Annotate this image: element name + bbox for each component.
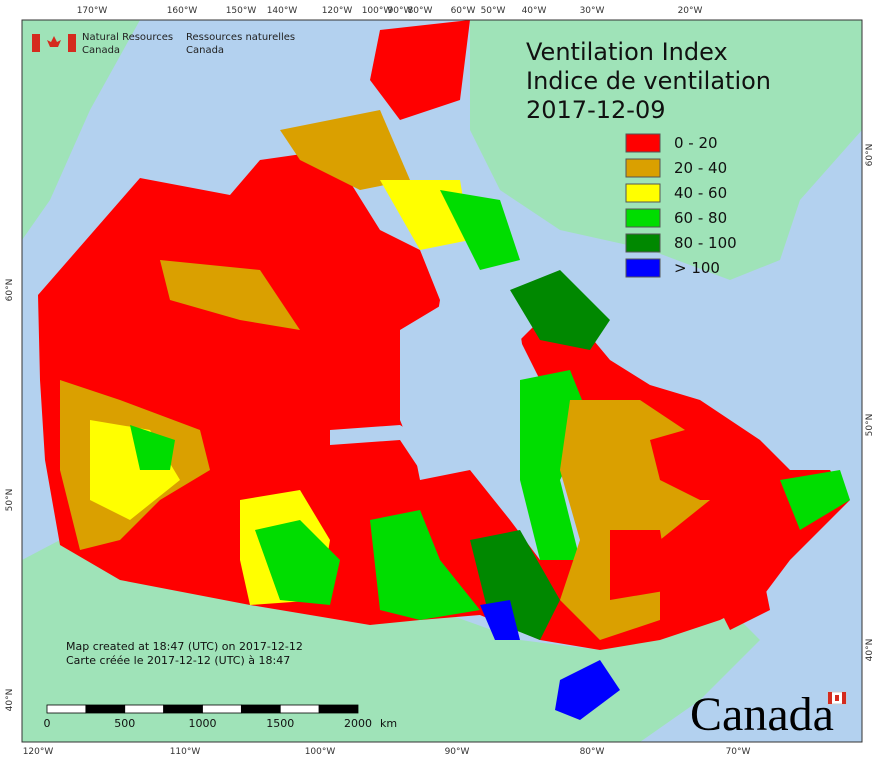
graticule-label: 110°W: [170, 747, 201, 757]
canada-index: [38, 20, 850, 720]
hudson-bay-main: [400, 300, 530, 470]
legend: 0 - 20 20 - 40 40 - 60 60 - 80 80 - 100 > 100: [625, 133, 737, 278]
legend-label: 40 - 60: [674, 184, 727, 202]
greenland: [470, 20, 862, 280]
arctic-orange: [280, 110, 410, 190]
scale-label: 1000: [189, 717, 217, 730]
note: Map created at 18:47 (UTC) on 2017-12-12: [66, 640, 303, 653]
scale-segment: [163, 704, 203, 714]
graticule-label: 120°W: [322, 6, 353, 16]
graticule-label: 60°N: [5, 279, 15, 302]
graticule-label: 90°W: [388, 6, 413, 16]
graticule-label: 60°W: [451, 6, 476, 16]
graticule-label: 50°N: [5, 489, 15, 512]
flag-band: [32, 34, 40, 52]
flag-band: [842, 692, 846, 704]
baffin-dkgreen: [510, 270, 610, 350]
scale-segment: [85, 704, 126, 714]
bc-green: [130, 425, 175, 470]
graticule-label: 40°N: [5, 689, 15, 712]
scale-segment: [318, 704, 359, 714]
maple-leaf: [47, 36, 61, 47]
graticule-label: 20°W: [678, 6, 703, 16]
legend-swatch: [625, 183, 661, 203]
scale-segment: [202, 704, 242, 714]
logo-text: Canada: [82, 45, 120, 56]
scale-label: 500: [114, 717, 135, 730]
scale-segment: [279, 704, 320, 714]
superior-blue: [480, 600, 520, 640]
graticule-label: 70°W: [726, 747, 751, 757]
maritimes-red: [700, 560, 770, 630]
graticule-label: 100°W: [362, 6, 393, 16]
graticule-label: 150°W: [226, 6, 257, 16]
scale-bar: 0 500 1000 1500 2000 km: [44, 704, 397, 730]
logo: Natural Resources Canada Ressources natu…: [32, 32, 295, 56]
legend-swatch: [625, 233, 661, 253]
scale-unit: km: [380, 717, 397, 730]
legend-swatch: [625, 258, 661, 278]
legend-swatch: [625, 133, 661, 153]
quebec-red: [610, 530, 670, 600]
legend-swatch: [625, 208, 661, 228]
note: Carte créée le 2017-12-12 (UTC) à 18:47: [66, 654, 290, 667]
legend-swatch: [625, 158, 661, 178]
flag-band: [828, 692, 832, 704]
map-frame: [21, 19, 863, 743]
legend-label: 0 - 20: [674, 134, 718, 152]
date: 2017-12-09: [526, 96, 665, 124]
logo-text: Ressources naturelles: [186, 32, 295, 43]
logo-text: Canada: [186, 45, 224, 56]
title: Ventilation Index: [526, 38, 728, 66]
graticule-label: 90°W: [445, 747, 470, 757]
graticule-label: 50°N: [865, 414, 875, 437]
graticule-label: 80°W: [408, 6, 433, 16]
flag-band: [68, 34, 76, 52]
scale-segment: [240, 704, 281, 714]
graticule-label: 50°W: [481, 6, 506, 16]
graticule-label: 160°W: [167, 6, 198, 16]
wordmark: Canada: [690, 688, 834, 741]
legend-label: 20 - 40: [674, 159, 727, 177]
title: Indice de ventilation: [526, 67, 771, 95]
scale-segment: [124, 704, 165, 714]
graticule-label: 170°W: [77, 6, 108, 16]
graticule-label: 40°N: [865, 639, 875, 662]
baffin-green: [440, 190, 520, 270]
nfld-green: [780, 470, 850, 530]
scale-label: 1500: [266, 717, 294, 730]
legend-label: 80 - 100: [674, 234, 737, 252]
graticule-label: 140°W: [267, 6, 298, 16]
graticule-label: 60°N: [865, 144, 875, 167]
legend-label: > 100: [674, 259, 720, 277]
scale-segment: [46, 704, 87, 714]
graticule-label: 80°W: [580, 747, 605, 757]
south-ontario-blue: [555, 660, 620, 720]
scale-label: 2000: [344, 717, 372, 730]
graticule-label: 30°W: [580, 6, 605, 16]
maple-leaf: [835, 695, 839, 701]
graticule-label: 100°W: [305, 747, 336, 757]
nwt-orange: [160, 260, 300, 330]
legend-label: 60 - 80: [674, 209, 727, 227]
wordmark-flag: [827, 691, 847, 705]
graticule-label: 120°W: [23, 747, 54, 757]
scale-label: 0: [44, 717, 51, 730]
alaska: [22, 20, 140, 240]
graticule-label: 40°W: [522, 6, 547, 16]
prairie-green: [255, 520, 340, 605]
labrador-red: [650, 420, 770, 500]
graticule-labels: 170°W 160°W 150°W 140°W 120°W 100°W90°W80°W 60…: [5, 6, 875, 757]
logo-text: Natural Resources: [82, 32, 173, 43]
ellesmere: [370, 20, 470, 120]
ontario-green: [370, 510, 480, 620]
